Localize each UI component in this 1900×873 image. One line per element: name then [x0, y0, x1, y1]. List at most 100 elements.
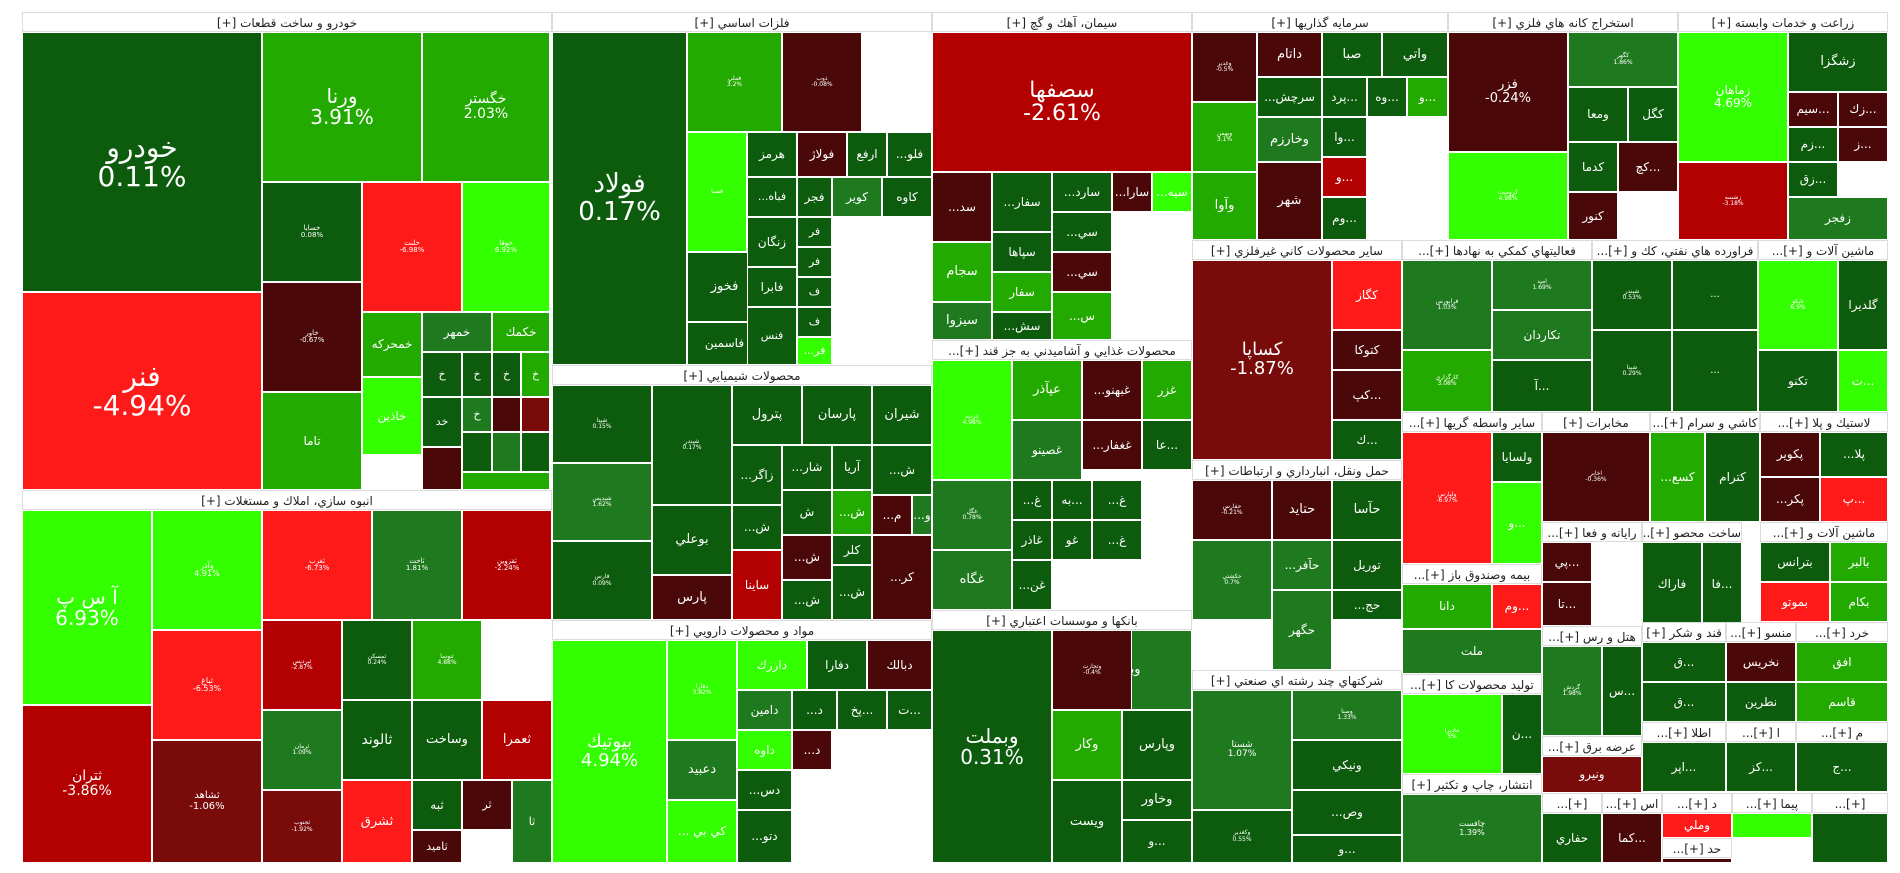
stock-tile[interactable]: ثجنوب -1.92%: [262, 790, 342, 863]
stock-tile[interactable]: ش: [782, 490, 832, 535]
stock-tile[interactable]: ...سيم: [1788, 92, 1838, 127]
stock-tile[interactable]: غاذر: [1012, 520, 1052, 560]
stock-tile[interactable]: ...آ: [1492, 360, 1592, 412]
stock-tile[interactable]: ارفع: [847, 132, 887, 177]
stock-tile[interactable]: آريا: [832, 445, 872, 490]
sector-title[interactable]: رايانه و فعا [+]...: [1542, 522, 1642, 542]
stock-tile[interactable]: س...: [1052, 292, 1112, 340]
stock-tile[interactable]: وبملت 0.31%: [932, 630, 1052, 863]
stock-tile[interactable]: دفارا 3.82%: [667, 640, 737, 740]
stock-tile[interactable]: ثرمان 1.09%: [262, 710, 342, 790]
stock-tile[interactable]: [462, 432, 492, 472]
stock-tile[interactable]: تكنو: [1758, 350, 1838, 412]
stock-tile[interactable]: ...و: [1122, 820, 1192, 863]
sector-title[interactable]: هتل و رس [+]...: [1542, 626, 1642, 646]
stock-tile[interactable]: سي...: [1052, 252, 1112, 292]
stock-tile[interactable]: ...كز: [1726, 742, 1796, 792]
stock-tile[interactable]: فاراك: [1642, 542, 1702, 626]
stock-tile[interactable]: عپآذر: [1012, 360, 1082, 420]
stock-tile[interactable]: خمحركه: [362, 312, 422, 377]
stock-tile[interactable]: [521, 397, 550, 432]
sector-title[interactable]: قند و شكر [+]: [1642, 622, 1726, 642]
stock-tile[interactable]: وساخت: [412, 700, 482, 780]
stock-tile[interactable]: ولپارس -6.97%: [1402, 432, 1492, 564]
stock-tile[interactable]: پارس: [652, 575, 732, 620]
stock-tile[interactable]: ...زم: [1788, 127, 1838, 162]
stock-tile[interactable]: اميد 1.69%: [1492, 260, 1592, 310]
stock-tile[interactable]: كدما: [1568, 142, 1618, 192]
sector-title[interactable]: سرمايه گذاريها [+]: [1192, 12, 1448, 32]
stock-tile[interactable]: دعبيد: [667, 740, 737, 800]
stock-tile[interactable]: پكوير: [1760, 432, 1820, 477]
sector-title[interactable]: ماشين آلات و [+]...: [1760, 522, 1888, 542]
stock-tile[interactable]: زشسه -3.18%: [1678, 162, 1788, 240]
stock-tile[interactable]: شبندر 0.17%: [652, 385, 732, 505]
stock-tile[interactable]: سيزوا: [932, 302, 992, 340]
sector-title[interactable]: فراورده هاي نفتي، كك و [+]...: [1592, 240, 1758, 260]
stock-tile[interactable]: خ: [521, 352, 550, 397]
sector-title[interactable]: [+]...: [1812, 793, 1888, 813]
stock-tile[interactable]: [1732, 813, 1812, 838]
sector-title[interactable]: ساير واسطه گريها [+]...: [1402, 412, 1542, 432]
stock-tile[interactable]: ش...: [782, 580, 832, 620]
stock-tile[interactable]: وكغدير 0.55%: [1192, 810, 1292, 863]
stock-tile[interactable]: غگاه: [932, 550, 1012, 610]
stock-tile[interactable]: دفارا: [807, 640, 867, 690]
stock-tile[interactable]: وبهمن 3.1%: [1192, 102, 1257, 172]
stock-tile[interactable]: ثعمرا: [482, 700, 552, 780]
sector-title[interactable]: د [+]...: [1662, 793, 1732, 813]
stock-tile[interactable]: م...: [872, 495, 912, 535]
stock-tile[interactable]: فر: [797, 247, 832, 277]
stock-tile[interactable]: زشگزا: [1788, 32, 1888, 92]
stock-tile[interactable]: سفار...: [992, 172, 1052, 232]
stock-tile[interactable]: سارد...: [1052, 172, 1112, 212]
stock-tile[interactable]: ...و: [1407, 77, 1448, 117]
stock-tile[interactable]: حآسا: [1332, 480, 1402, 540]
sector-title[interactable]: فلزات اساسي [+]: [552, 12, 932, 32]
stock-tile[interactable]: سيه...: [1152, 172, 1192, 212]
stock-tile[interactable]: وآذر 4.91%: [152, 510, 262, 630]
stock-tile[interactable]: ثتران -3.86%: [22, 705, 152, 863]
stock-tile[interactable]: ...پ: [1820, 477, 1888, 522]
stock-tile[interactable]: خكمك: [492, 312, 550, 352]
stock-tile[interactable]: سد...: [932, 172, 992, 242]
stock-tile[interactable]: بكام: [1830, 582, 1888, 622]
stock-tile[interactable]: ...ت: [1838, 350, 1888, 412]
stock-tile[interactable]: ثمسكن 0.24%: [342, 620, 412, 700]
sector-title[interactable]: اطلا [+]...: [1642, 722, 1726, 742]
stock-tile[interactable]: گردش 1.98%: [1542, 646, 1602, 736]
stock-tile[interactable]: ...فا: [1702, 542, 1742, 626]
stock-tile[interactable]: فسبا: [687, 132, 747, 252]
stock-tile[interactable]: ثاميد: [412, 830, 462, 863]
stock-tile[interactable]: ...: [1672, 260, 1758, 330]
stock-tile[interactable]: خ: [422, 352, 462, 397]
stock-tile[interactable]: فلو...: [887, 132, 932, 177]
stock-tile[interactable]: فابرا: [747, 267, 797, 307]
stock-tile[interactable]: شستا 1.07%: [1192, 690, 1292, 810]
stock-tile[interactable]: شپديس 1.62%: [552, 463, 652, 541]
stock-tile[interactable]: خاور -0.67%: [262, 282, 362, 392]
stock-tile[interactable]: وملي: [1662, 813, 1732, 838]
sector-title[interactable]: خودرو و ساخت قطعات [+]: [22, 12, 552, 32]
stock-tile[interactable]: غگل 0.78%: [932, 480, 1012, 550]
sector-title[interactable]: بيمه وصندوق باز [+]...: [1402, 564, 1542, 584]
stock-tile[interactable]: وص...: [1292, 790, 1402, 835]
stock-tile[interactable]: ذوب -0.08%: [782, 32, 862, 132]
stock-tile[interactable]: ...وه: [1367, 77, 1407, 117]
stock-tile[interactable]: شپنا 0.29%: [1592, 330, 1672, 412]
stock-tile[interactable]: كروميت 4.98%: [1448, 152, 1568, 240]
stock-tile[interactable]: ساينا: [732, 550, 782, 620]
stock-tile[interactable]: ورنا 3.91%: [262, 32, 422, 182]
stock-tile[interactable]: فر...: [797, 337, 832, 365]
sector-title[interactable]: توليد محصولات كا [+]...: [1402, 674, 1542, 694]
stock-tile[interactable]: وتجارت -0.4%: [1052, 630, 1132, 710]
stock-tile[interactable]: بيوتيك 4.94%: [552, 640, 667, 863]
stock-tile[interactable]: زماهان 4.69%: [1678, 32, 1788, 162]
sector-title[interactable]: انتشار، چاپ و تكثير [+]: [1402, 774, 1542, 794]
sector-title[interactable]: پيما [+]...: [1732, 793, 1812, 813]
stock-tile[interactable]: ثبه: [412, 780, 462, 830]
sector-title[interactable]: ا [+]...: [1726, 722, 1796, 742]
stock-tile[interactable]: فزر -0.24%: [1448, 32, 1568, 152]
stock-tile[interactable]: ...پرد: [1322, 77, 1367, 117]
stock-tile[interactable]: دامين: [737, 690, 792, 730]
